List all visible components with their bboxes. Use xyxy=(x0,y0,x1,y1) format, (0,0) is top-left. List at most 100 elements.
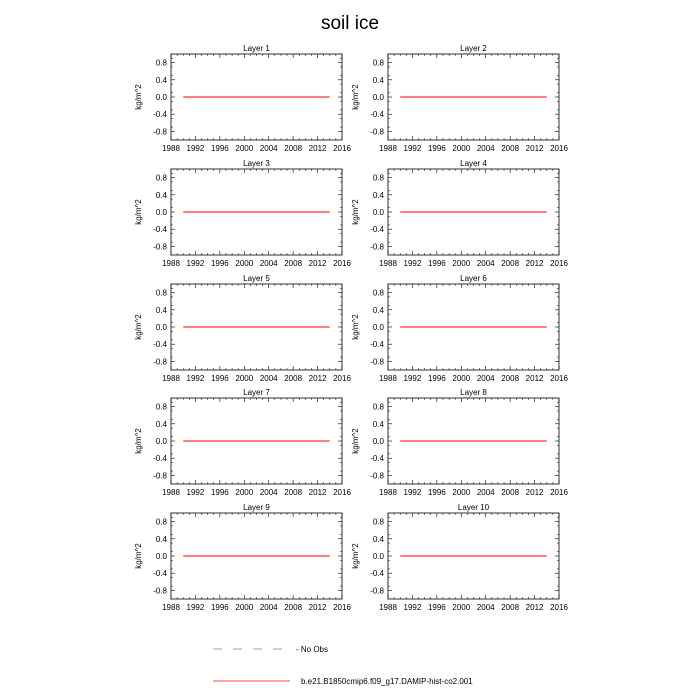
x-tick-label: 2016 xyxy=(333,603,351,612)
x-tick-label: 2004 xyxy=(477,144,495,153)
y-tick-label: -0.8 xyxy=(153,471,167,480)
panel-title: Layer 7 xyxy=(243,388,270,397)
x-tick-label: 1988 xyxy=(162,488,180,497)
panel-layer-9: Layer 9 1988 1992 1996 2000 2004 2008 2012 2016 -… xyxy=(134,503,351,612)
y-tick-label: 0.8 xyxy=(373,289,385,298)
y-tick-label: 0.0 xyxy=(373,323,385,332)
y-tick-label: -0.8 xyxy=(370,242,384,251)
y-axis-label: kg/m^2 xyxy=(134,84,143,110)
y-tick-label: 0.4 xyxy=(156,306,168,315)
panel-layer-3: Layer 3 1988 1992 1996 2000 2004 2008 2012 2016 -… xyxy=(134,159,351,268)
x-tick-label: 1988 xyxy=(162,144,180,153)
x-tick-label: 2016 xyxy=(333,144,351,153)
x-tick-label: 2012 xyxy=(309,488,327,497)
y-tick-label: 0.0 xyxy=(156,437,168,446)
x-tick-label: 2016 xyxy=(333,374,351,383)
panel-layer-6: Layer 6 1988 1992 1996 2000 2004 2008 2012 2016 -… xyxy=(351,274,568,383)
x-tick-label: 1996 xyxy=(428,259,446,268)
y-tick-label: 0.0 xyxy=(156,208,168,217)
y-tick-label: -0.4 xyxy=(153,110,167,119)
x-tick-label: 2008 xyxy=(284,374,302,383)
x-tick-label: 2008 xyxy=(284,603,302,612)
y-axis-label: kg/m^2 xyxy=(134,428,143,454)
y-axis-label: kg/m^2 xyxy=(351,314,360,340)
panel-layer-2: Layer 2 1988 1992 1996 2000 2004 2008 2012 2016 -… xyxy=(351,44,568,153)
y-tick-label: 0.4 xyxy=(156,420,168,429)
y-tick-label: 0.8 xyxy=(156,174,168,183)
y-axis-label: kg/m^2 xyxy=(351,199,360,225)
y-tick-label: 0.0 xyxy=(156,552,168,561)
panel-layer-10: Layer 10 1988 1992 1996 2000 2004 2008 2012 2016… xyxy=(351,503,568,612)
y-tick-label: 0.0 xyxy=(156,323,168,332)
x-tick-label: 2012 xyxy=(526,259,544,268)
x-tick-label: 1992 xyxy=(187,488,205,497)
x-tick-label: 2008 xyxy=(501,603,519,612)
x-tick-label: 1992 xyxy=(187,374,205,383)
y-tick-label: 0.8 xyxy=(373,174,385,183)
y-tick-label: -0.8 xyxy=(153,127,167,136)
y-tick-label: -0.4 xyxy=(370,454,384,463)
x-tick-label: 2004 xyxy=(477,603,495,612)
y-tick-label: 0.0 xyxy=(373,93,385,102)
x-tick-label: 2012 xyxy=(526,603,544,612)
y-axis-label: kg/m^2 xyxy=(134,314,143,340)
y-tick-label: 0.4 xyxy=(156,76,168,85)
x-tick-label: 2016 xyxy=(333,259,351,268)
x-tick-label: 2000 xyxy=(452,144,470,153)
y-tick-label: -0.8 xyxy=(153,586,167,595)
panel-layer-4: Layer 4 1988 1992 1996 2000 2004 2008 2012 2016 -… xyxy=(351,159,568,268)
panel-title: Layer 10 xyxy=(458,503,490,512)
y-tick-label: 0.4 xyxy=(373,535,385,544)
x-tick-label: 2000 xyxy=(235,603,253,612)
y-tick-label: 0.8 xyxy=(156,59,168,68)
y-tick-label: -0.4 xyxy=(370,225,384,234)
y-tick-label: 0.4 xyxy=(156,535,168,544)
y-tick-label: -0.8 xyxy=(153,357,167,366)
x-tick-label: 2008 xyxy=(501,488,519,497)
x-tick-label: 2004 xyxy=(260,374,278,383)
y-tick-label: 0.4 xyxy=(373,306,385,315)
x-tick-label: 1988 xyxy=(162,374,180,383)
y-tick-label: -0.4 xyxy=(153,454,167,463)
y-axis-label: kg/m^2 xyxy=(351,428,360,454)
x-tick-label: 2000 xyxy=(235,374,253,383)
x-tick-label: 2012 xyxy=(309,374,327,383)
x-tick-label: 1996 xyxy=(211,488,229,497)
x-tick-label: 2008 xyxy=(501,259,519,268)
panel-title: Layer 3 xyxy=(243,159,270,168)
y-tick-label: -0.8 xyxy=(370,357,384,366)
figure-title: soil ice xyxy=(321,13,379,34)
x-tick-label: 2000 xyxy=(235,259,253,268)
x-tick-label: 1996 xyxy=(428,144,446,153)
y-tick-label: -0.4 xyxy=(370,340,384,349)
y-tick-label: 0.0 xyxy=(373,208,385,217)
x-tick-label: 2008 xyxy=(501,374,519,383)
y-tick-label: 0.4 xyxy=(373,76,385,85)
x-tick-label: 1992 xyxy=(187,603,205,612)
y-axis-label: kg/m^2 xyxy=(134,199,143,225)
y-tick-label: 0.0 xyxy=(373,437,385,446)
x-tick-label: 1988 xyxy=(162,603,180,612)
y-axis-label: kg/m^2 xyxy=(351,543,360,569)
legend-label-model-run: b.e21.B1850cmip6.f09_g17.DAMIP-hist-co2.… xyxy=(301,677,473,686)
x-tick-label: 2008 xyxy=(501,144,519,153)
y-tick-label: 0.8 xyxy=(373,518,385,527)
x-tick-label: 1988 xyxy=(379,603,397,612)
x-tick-label: 1992 xyxy=(404,603,422,612)
y-tick-label: 0.8 xyxy=(373,403,385,412)
x-tick-label: 2016 xyxy=(550,144,568,153)
y-axis-label: kg/m^2 xyxy=(351,84,360,110)
x-tick-label: 2012 xyxy=(526,374,544,383)
panel-title: Layer 1 xyxy=(243,44,270,53)
x-tick-label: 2004 xyxy=(260,144,278,153)
x-tick-label: 2000 xyxy=(235,144,253,153)
panel-layer-5: Layer 5 1988 1992 1996 2000 2004 2008 2012 2016 -… xyxy=(134,274,351,383)
x-tick-label: 2000 xyxy=(452,259,470,268)
y-tick-label: 0.0 xyxy=(156,93,168,102)
x-tick-label: 1996 xyxy=(428,488,446,497)
panel-layer-7: Layer 7 1988 1992 1996 2000 2004 2008 2012 2016 -… xyxy=(134,388,351,497)
x-tick-label: 2012 xyxy=(309,603,327,612)
y-tick-label: 0.8 xyxy=(156,289,168,298)
x-tick-label: 1996 xyxy=(428,374,446,383)
